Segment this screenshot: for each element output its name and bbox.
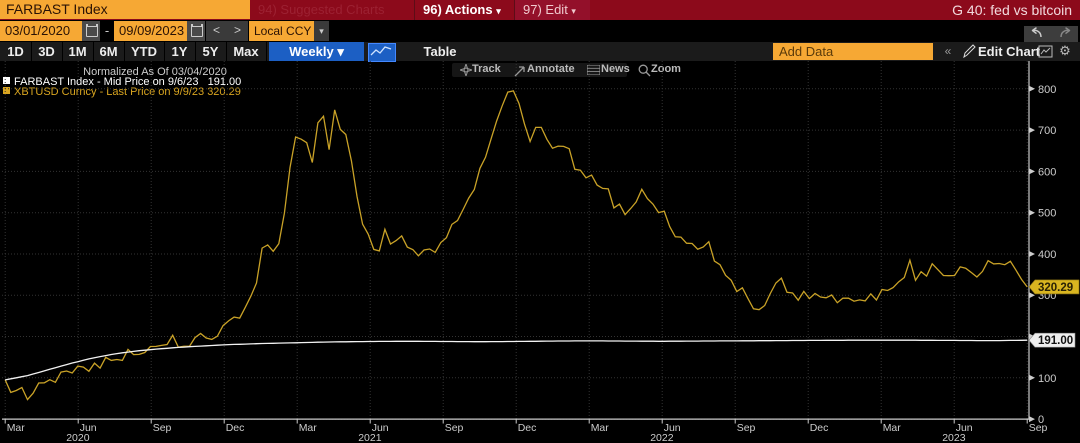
svg-text:2022: 2022 — [650, 432, 674, 443]
svg-text:400: 400 — [1038, 249, 1056, 261]
svg-text:Mar: Mar — [591, 422, 610, 434]
svg-text:800: 800 — [1038, 84, 1056, 96]
svg-text:Sep: Sep — [445, 422, 464, 434]
svg-text:500: 500 — [1038, 208, 1056, 220]
svg-text:2023: 2023 — [942, 432, 966, 443]
svg-text:Sep: Sep — [737, 422, 756, 434]
svg-text:Dec: Dec — [518, 422, 537, 434]
svg-text:320.29: 320.29 — [1038, 282, 1073, 294]
svg-text:700: 700 — [1038, 125, 1056, 137]
svg-text:Mar: Mar — [299, 422, 318, 434]
svg-text:2021: 2021 — [358, 432, 382, 443]
svg-text:2020: 2020 — [66, 432, 90, 443]
svg-text:100: 100 — [1038, 373, 1056, 385]
svg-text:191.00: 191.00 — [1038, 335, 1073, 347]
svg-text:Mar: Mar — [7, 422, 26, 434]
svg-text:Dec: Dec — [810, 422, 829, 434]
svg-text:600: 600 — [1038, 166, 1056, 178]
svg-text:Sep: Sep — [153, 422, 172, 434]
svg-text:Dec: Dec — [226, 422, 245, 434]
svg-text:Mar: Mar — [883, 422, 902, 434]
svg-text:Sep: Sep — [1029, 422, 1048, 434]
